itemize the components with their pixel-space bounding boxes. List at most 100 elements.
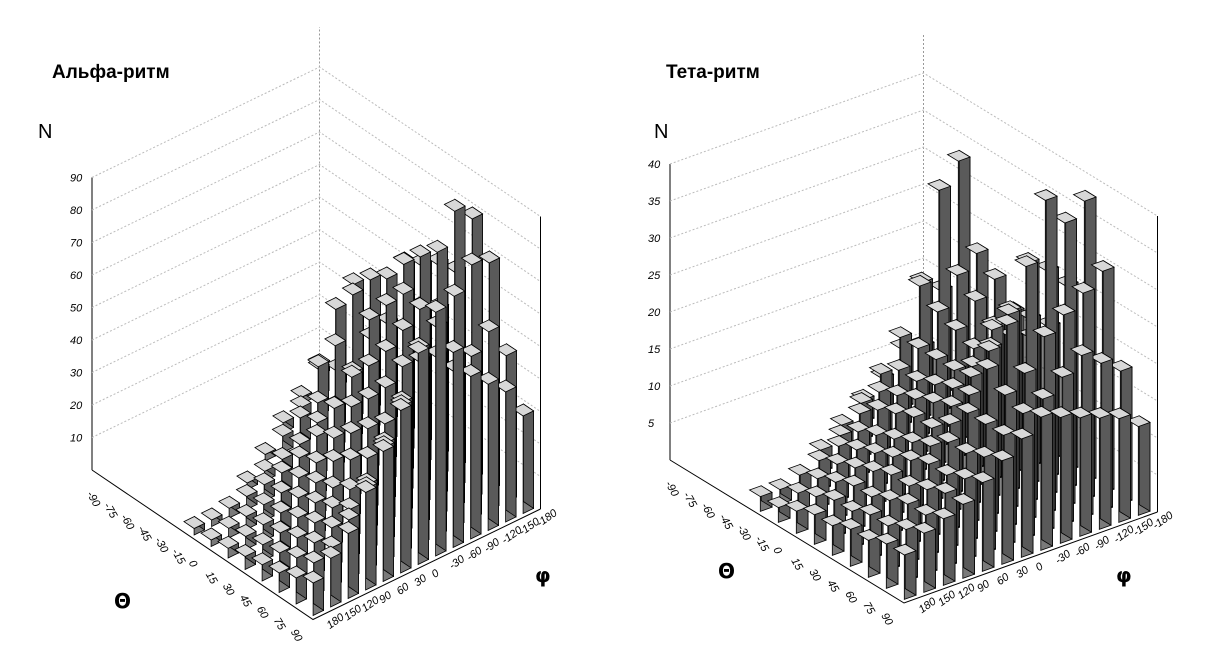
bar: [235, 503, 258, 531]
grid-line: [91, 326, 541, 477]
grid-line: [91, 131, 541, 282]
bar: [1126, 415, 1151, 516]
phi-tick-label: -60: [1073, 541, 1094, 560]
theta-tick-label: 15: [788, 556, 805, 573]
bar: [477, 371, 500, 532]
theta-tick-label: 45: [237, 593, 254, 610]
phi-tick-label: -90: [1092, 534, 1113, 553]
theta-tick-label: -30: [734, 523, 753, 544]
grid-walls: [91, 27, 541, 621]
grid-line: [669, 220, 1158, 365]
bar: [951, 492, 976, 579]
theta-tick-label: 75: [860, 600, 877, 617]
theta-tick-label: -75: [101, 501, 120, 522]
z-tick-label: 20: [69, 400, 83, 412]
z-axis-label: N: [654, 121, 668, 143]
theta-tick-label: 30: [806, 567, 823, 584]
phi-tick-label: -90: [482, 536, 503, 555]
theta-tick-label: -75: [680, 490, 699, 511]
theta-axis-label: Θ: [718, 559, 735, 583]
phi-tick-label: -60: [465, 544, 486, 563]
bar: [337, 520, 360, 600]
theta-tick-label: 15: [203, 570, 220, 587]
bar: [874, 532, 899, 589]
bar: [200, 507, 223, 528]
z-tick-label: 40: [70, 335, 83, 347]
z-tick-label: 20: [647, 307, 661, 319]
bar: [459, 363, 482, 540]
floor-front-edges: [91, 469, 541, 621]
theta-tick-label: -15: [169, 547, 188, 568]
bar: [268, 560, 291, 594]
chart-title: Тета-ритм: [666, 62, 760, 83]
chart-title: Альфа-ритм: [52, 62, 170, 83]
z-tick-label: 10: [70, 433, 83, 445]
bar: [1087, 406, 1112, 530]
bar: [1068, 406, 1093, 537]
bar: [784, 499, 809, 534]
theta-tick-label: 90: [878, 611, 895, 628]
bar: [494, 379, 517, 523]
phi-tick-label: 90: [975, 578, 993, 595]
bar: [271, 423, 294, 454]
grid-line: [91, 98, 541, 250]
bar: [407, 340, 430, 566]
theta-tick-label: 45: [824, 578, 841, 595]
bar: [512, 403, 535, 515]
bar: [970, 471, 995, 572]
grid-line: [669, 109, 1158, 254]
z-tick-label: 80: [70, 205, 83, 217]
chart-panel-alpha: 10 20 30 40 50 60 70 80 90 -90 -75 -60 -45 -30 -15 0 15 3…: [38, 27, 560, 645]
theta-tick-label: -45: [716, 512, 735, 533]
theta-tick-label: -60: [698, 501, 717, 522]
bar: [269, 520, 292, 554]
bar: [252, 492, 275, 522]
z-tick-label: 30: [70, 368, 83, 380]
phi-tick-label: 30: [412, 572, 430, 589]
bar: [372, 438, 395, 583]
bar: [424, 299, 447, 557]
grid-line: [91, 196, 541, 347]
bar: [389, 397, 412, 574]
bars: [748, 149, 1151, 600]
phi-tick-label: -180: [1151, 509, 1177, 532]
grid-line: [91, 228, 541, 380]
bar: [319, 545, 342, 608]
phi-tick-label: -30: [1053, 548, 1074, 567]
phi-tick-label: 60: [995, 571, 1013, 588]
bar: [802, 503, 827, 545]
z-tick-label: 40: [648, 159, 661, 171]
bar: [234, 523, 257, 551]
bar: [235, 483, 258, 511]
z-tick-label: 60: [70, 270, 83, 282]
bar: [931, 507, 956, 586]
theta-tick-label: 75: [271, 616, 288, 633]
z-tick-label: 15: [648, 344, 661, 356]
theta-tick-label: -15: [752, 534, 771, 555]
theta-tick-label: -45: [135, 524, 154, 545]
z-tick-label: 90: [70, 173, 83, 185]
bar: [302, 570, 325, 617]
bar: [217, 535, 240, 559]
z-tick-label: 25: [647, 270, 661, 282]
z-tick-label: 70: [70, 238, 83, 250]
bar: [990, 449, 1015, 565]
phi-tick-label: 0: [430, 567, 443, 581]
bar: [912, 521, 937, 593]
phi-tick-label: 30: [1014, 564, 1032, 581]
bars: [183, 198, 535, 617]
bar: [200, 527, 223, 548]
bar: [1048, 406, 1073, 544]
z-tick-label: 50: [70, 303, 83, 315]
z-tick-label: 30: [648, 233, 661, 245]
phi-axis-label: φ: [1116, 563, 1132, 587]
grid-line: [669, 183, 1158, 328]
bar: [892, 543, 917, 600]
phi-tick-label: -30: [447, 553, 468, 572]
bar: [251, 552, 274, 582]
z-tick-label: 10: [648, 381, 661, 393]
bar: [748, 485, 773, 512]
z-tick-label: 35: [648, 196, 661, 208]
bar: [183, 515, 206, 536]
